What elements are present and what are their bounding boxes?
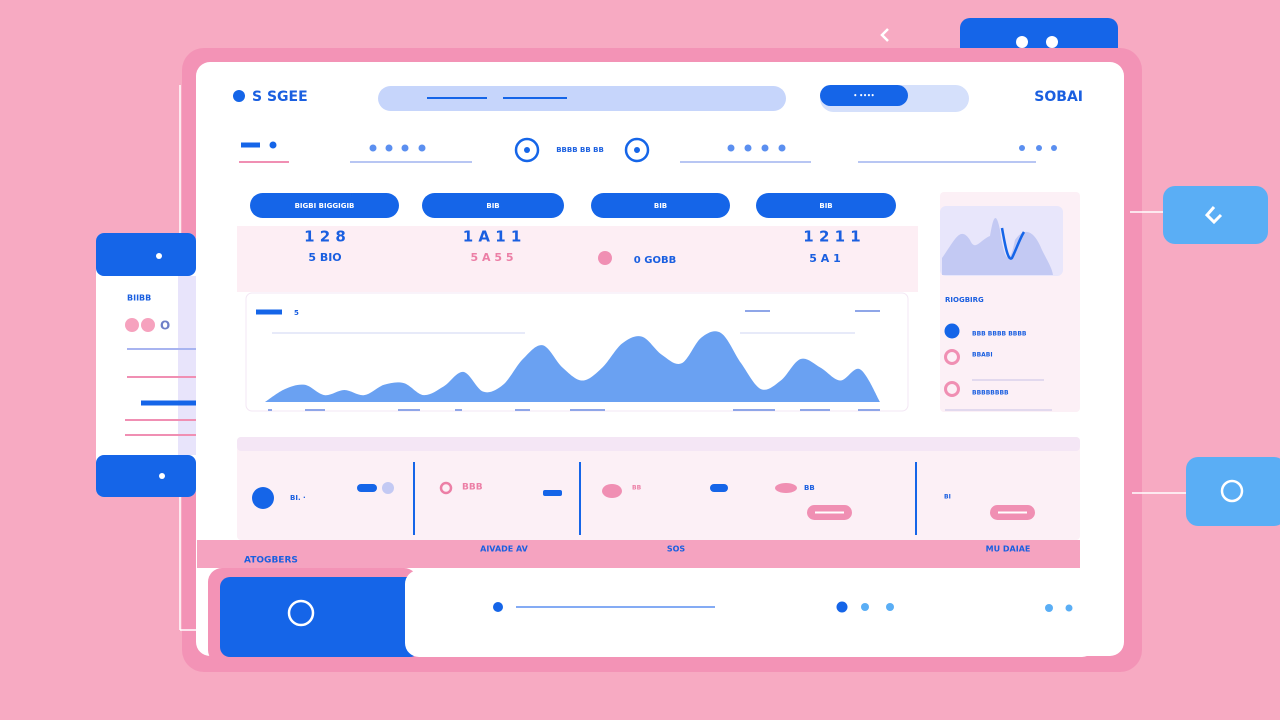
tab-label: BIB [486, 202, 499, 210]
search-bar[interactable] [378, 86, 786, 111]
dot [1046, 36, 1058, 48]
nav-text: BBBB BB BB [556, 146, 604, 154]
tab-label: BIGBI BIGGIGIB [295, 202, 355, 210]
chart-label: 5 [294, 309, 299, 317]
floating-button[interactable] [1163, 186, 1268, 244]
logo-dot [233, 90, 245, 102]
dividers [413, 462, 917, 535]
nav-button[interactable] [514, 137, 540, 163]
legend-dot [944, 349, 960, 365]
mini-chart-line [1000, 227, 1026, 260]
dot [1045, 604, 1053, 612]
back-arrow[interactable] [880, 28, 889, 42]
avatar [141, 318, 155, 332]
dot [775, 483, 797, 493]
dot [439, 481, 453, 495]
dot [598, 251, 612, 265]
table-header [237, 437, 1080, 451]
dot [524, 147, 530, 153]
tab[interactable] [422, 193, 564, 218]
stat-value: 5 A 5 5 [471, 251, 514, 264]
footer-label: MU DAIAE [986, 545, 1031, 554]
stat-value: 1 2 8 [304, 228, 346, 246]
dot [602, 484, 622, 498]
dot [382, 482, 394, 494]
header-button[interactable] [820, 85, 908, 106]
left-card [96, 233, 196, 497]
bottom-button[interactable] [220, 577, 420, 657]
footer-label: SOS [667, 545, 686, 554]
dot [493, 602, 503, 612]
stat-value: 1 2 1 1 [803, 228, 860, 246]
logo: S SGEE [252, 89, 308, 105]
side-item: BBABI [972, 352, 993, 359]
dot [634, 147, 640, 153]
dot [156, 253, 162, 259]
footer-bar [197, 540, 1080, 568]
pill [710, 484, 728, 492]
left-card-header [96, 233, 196, 276]
dot [886, 603, 894, 611]
side-item: BBBBBBBB [972, 390, 1009, 397]
stat-value: 0 GOBB [634, 255, 676, 266]
cell: BB [804, 484, 815, 492]
dot [1016, 36, 1028, 48]
dot [159, 473, 165, 479]
side-item: BBB BBBB BBBB [972, 331, 1027, 338]
dot [836, 601, 848, 613]
header-button-label: • •••• [853, 93, 874, 100]
stat-value: 5 A 1 [809, 252, 840, 265]
left-card-text: O [160, 319, 170, 333]
left-card-footer [96, 455, 196, 497]
floating-button[interactable] [1186, 457, 1280, 526]
tab-label: BIB [819, 202, 832, 210]
header-action[interactable]: SOBAI [1034, 89, 1083, 105]
pill [543, 490, 562, 496]
cell: BI. · [290, 494, 306, 502]
avatar [125, 318, 139, 332]
left-card-edge [178, 276, 196, 455]
stats-strip [237, 226, 918, 292]
cell: BI [944, 494, 951, 501]
stat-value: 1 A 1 1 [463, 228, 522, 246]
dot [1065, 604, 1073, 612]
nav-button[interactable] [624, 137, 650, 163]
bottom-card [405, 570, 1096, 657]
cell: BBB [462, 483, 483, 493]
row-icon [252, 487, 274, 509]
side-title: RIOGBIRG [945, 296, 984, 304]
footer-label: AIVADE AV [480, 545, 529, 554]
dots [369, 144, 1057, 152]
tab[interactable] [756, 193, 896, 218]
legend-dot [944, 323, 960, 339]
table [237, 437, 1080, 540]
icon [1204, 206, 1223, 225]
dot [861, 603, 869, 611]
icon-ring [1220, 479, 1244, 503]
wave-area [265, 331, 880, 402]
tab[interactable] [591, 193, 730, 218]
mini-chart-area [942, 217, 1053, 275]
cell: BB [632, 485, 642, 492]
footer-label: ATOGBERS [244, 556, 298, 566]
left-card-title: BIIBB [127, 294, 151, 303]
stat-value: 5 BIO [308, 251, 341, 264]
tab[interactable] [250, 193, 399, 218]
icon-ring [287, 599, 315, 627]
pill [357, 484, 377, 492]
legend-dot [944, 381, 960, 397]
dot [269, 141, 277, 149]
tab-label: BIB [654, 202, 667, 210]
